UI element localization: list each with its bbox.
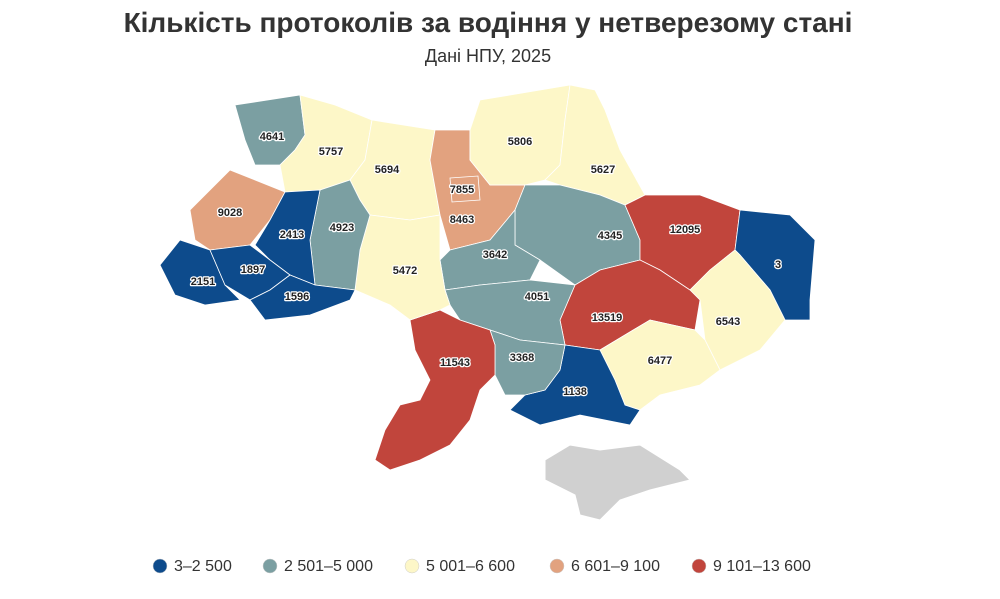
region xyxy=(449,175,481,203)
region-value: 5694 xyxy=(375,164,400,176)
region-value: 4345 xyxy=(598,230,622,242)
title: Кількість протоколів за водіння у нетвер… xyxy=(124,7,853,38)
legend-swatch xyxy=(262,558,278,574)
region-value: 4051 xyxy=(525,291,549,303)
region-value: 3 xyxy=(775,259,781,271)
region-value: 5627 xyxy=(591,164,615,176)
region-value: 2413 xyxy=(280,229,304,241)
region-labels: 4641 5757 5694 8463 7855 5806 5627 4345 3642 1209… xyxy=(190,130,783,400)
regions xyxy=(159,84,816,471)
region-value: 7855 xyxy=(450,184,474,196)
region-value: 13519 xyxy=(592,312,623,324)
region-value: 5806 xyxy=(508,136,532,148)
region xyxy=(159,239,241,306)
region-value: 6477 xyxy=(648,355,672,367)
region-value: 4641 xyxy=(260,131,284,143)
legend-swatch xyxy=(691,558,707,574)
region-value: 1596 xyxy=(285,291,309,303)
region xyxy=(249,274,356,321)
region-value: 6543 xyxy=(716,316,740,328)
legend: 3–2 500 2 501–5 000 5 001–6 600 6 601–9 100… xyxy=(152,558,811,575)
legend-label: 5 001–6 600 xyxy=(426,558,515,575)
region-value: 1897 xyxy=(241,264,265,276)
region-value: 3642 xyxy=(483,249,507,261)
region xyxy=(374,309,496,471)
region xyxy=(189,169,286,251)
region-value: 4923 xyxy=(330,222,354,234)
legend-label: 6 601–9 100 xyxy=(571,558,660,575)
region-value: 12095 xyxy=(670,224,701,236)
legend-label: 2 501–5 000 xyxy=(284,558,373,575)
subtitle: Дані НПУ, 2025 xyxy=(425,46,551,66)
region-value: 5472 xyxy=(393,265,417,277)
legend-label: 3–2 500 xyxy=(174,558,232,575)
legend-swatch xyxy=(549,558,565,574)
region-value: 5757 xyxy=(319,146,343,158)
region-value: 2151 xyxy=(191,276,215,288)
region-value: 11543 xyxy=(440,357,470,369)
region-value: 8463 xyxy=(450,214,474,226)
legend-label: 9 101–13 600 xyxy=(713,558,811,575)
legend-swatch xyxy=(404,558,420,574)
region-value: 3368 xyxy=(510,352,534,364)
region-value: 1138 xyxy=(563,386,587,398)
legend-swatch xyxy=(152,558,168,574)
region-value: 9028 xyxy=(218,207,242,219)
crimea xyxy=(544,444,691,521)
